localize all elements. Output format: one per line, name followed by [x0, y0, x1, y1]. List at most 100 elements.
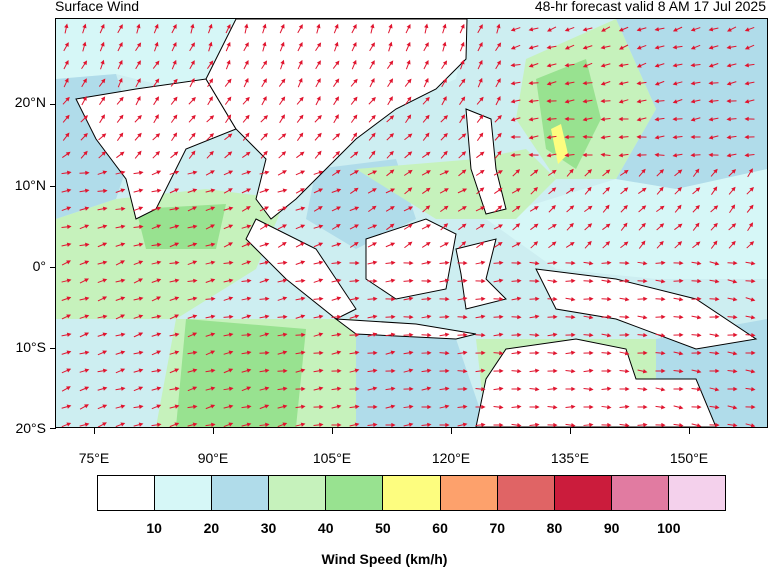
legend-label: 20 — [203, 520, 220, 536]
wind-arrow-head — [282, 386, 288, 391]
wind-arrow-head — [373, 350, 378, 356]
wind-arrow-head — [461, 78, 466, 84]
wind-arrow-head — [318, 368, 324, 373]
wind-arrow-head — [156, 350, 162, 355]
land-borneo — [365, 218, 457, 300]
wind-arrow-head — [300, 422, 306, 427]
wind-arrow-head — [101, 151, 107, 156]
wind-arrow-head — [732, 297, 738, 302]
wind-arrow-head — [66, 296, 72, 301]
wind-arrow-head — [210, 242, 216, 247]
wind-arrow-head — [173, 96, 178, 102]
wind-arrow-head — [479, 132, 484, 138]
wind-arrow-head — [84, 332, 90, 337]
wind-arrow-head — [697, 350, 702, 356]
wind-arrow-head — [262, 78, 267, 83]
wind-arrow-head — [118, 42, 123, 47]
wind-arrow-head — [713, 205, 719, 210]
wind-arrow-head — [102, 404, 108, 409]
wind-arrow-head — [102, 314, 108, 319]
wind-arrow-head — [300, 368, 306, 373]
wind-arrow-head — [318, 332, 324, 337]
wind-arrow-head — [390, 332, 396, 337]
wind-arrow-head — [733, 260, 738, 266]
wind-arrow-head — [499, 314, 504, 320]
wind-arrow-head — [462, 296, 468, 301]
wind-arrow-head — [751, 278, 756, 284]
wind-arrow-head — [625, 314, 630, 320]
wind-arrow-head — [625, 423, 630, 427]
wind-arrow-head — [84, 314, 90, 319]
wind-arrow-head — [85, 242, 90, 247]
wind-arrow-head — [445, 422, 450, 427]
wind-arrow-head — [582, 80, 587, 86]
wind-arrow-head — [442, 41, 447, 47]
wind-arrow-head — [425, 205, 431, 210]
wind-arrow-head — [390, 206, 395, 211]
wind-arrow-head — [391, 296, 396, 302]
wind-arrow-head — [120, 332, 126, 337]
wind-arrow-head — [264, 206, 270, 211]
wind-arrow-head — [318, 206, 323, 211]
wind-arrow-head — [228, 404, 234, 409]
wind-arrow-head — [510, 81, 516, 86]
wind-arrow-head — [389, 133, 395, 138]
wind-arrow-head — [618, 81, 624, 86]
wind-arrow-head — [661, 405, 666, 410]
wind-arrow-head — [679, 260, 684, 266]
wind-arrow-head — [564, 134, 569, 140]
wind-arrow-head — [228, 188, 233, 193]
y-tick — [50, 428, 56, 429]
wind-arrow-head — [553, 404, 558, 410]
wind-arrow-head — [553, 260, 558, 266]
wind-arrow-head — [371, 114, 376, 120]
wind-arrow-head — [103, 188, 108, 194]
wind-arrow-head — [605, 204, 610, 210]
wind-arrow-head — [496, 78, 501, 83]
wind-arrow-head — [156, 224, 162, 229]
wind-arrow-head — [516, 188, 521, 193]
wind-arrow-head — [388, 60, 394, 66]
wind-arrow-head — [283, 368, 288, 374]
wind-arrow-head — [424, 42, 429, 47]
wind-arrow-head — [726, 63, 732, 68]
wind-arrow-head — [696, 261, 702, 266]
wind-arrow-head — [337, 422, 342, 427]
wind-arrow-head — [517, 404, 522, 410]
wind-arrow-head — [172, 132, 178, 138]
wind-arrow-head — [618, 153, 623, 158]
wind-arrow-head — [372, 260, 378, 265]
wind-arrow-head — [300, 296, 306, 301]
wind-arrow-head — [636, 63, 642, 68]
wind-arrow-head — [677, 241, 683, 246]
wind-arrow-head — [190, 42, 195, 48]
land-new-guinea — [535, 268, 758, 350]
wind-arrow-head — [460, 59, 465, 65]
wind-arrow-head — [318, 260, 324, 265]
wind-arrow-head — [535, 422, 540, 427]
wind-arrow-head — [174, 404, 180, 409]
wind-arrow-head — [84, 350, 90, 355]
wind-arrow-head — [587, 186, 592, 192]
wind-arrow-head — [336, 242, 342, 247]
wind-arrow-head — [643, 296, 648, 302]
wind-arrow-head — [636, 134, 641, 140]
wind-arrow-head — [64, 23, 69, 29]
wind-arrow-head — [84, 278, 89, 283]
wind-arrow-head — [372, 242, 377, 247]
wind-arrow-head — [427, 350, 432, 356]
wind-arrow-head — [708, 45, 714, 50]
wind-arrow-head — [65, 132, 70, 138]
wind-arrow-head — [713, 240, 718, 246]
wind-arrow-head — [156, 206, 162, 211]
wind-arrow-head — [463, 404, 468, 410]
wind-arrow-head — [695, 187, 701, 192]
wind-arrow-head — [515, 223, 521, 228]
wind-arrow-head — [444, 404, 450, 409]
legend-label: 80 — [546, 520, 563, 536]
wind-arrow-head — [316, 23, 321, 29]
wind-arrow-head — [517, 332, 522, 338]
wind-arrow-head — [355, 386, 360, 392]
wind-arrow-head — [546, 63, 552, 68]
wind-arrow-head — [208, 23, 213, 29]
